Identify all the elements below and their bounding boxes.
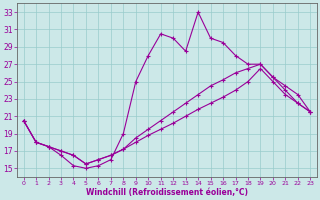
X-axis label: Windchill (Refroidissement éolien,°C): Windchill (Refroidissement éolien,°C) [86, 188, 248, 197]
